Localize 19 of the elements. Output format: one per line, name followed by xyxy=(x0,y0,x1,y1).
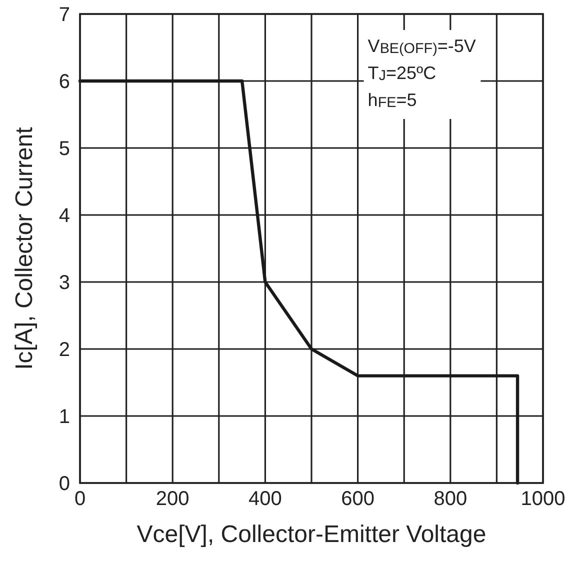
y-tick-label: 6 xyxy=(58,71,70,93)
x-tick-label: 800 xyxy=(434,488,468,510)
x-tick-label: 200 xyxy=(156,488,190,510)
x-axis-title: Vce[V], Collector-Emitter Voltage xyxy=(136,521,486,548)
y-tick-label: 3 xyxy=(58,272,70,294)
annotation: hFE=5 xyxy=(368,90,417,111)
y-tick-label: 0 xyxy=(58,473,70,495)
y-tick-label: 4 xyxy=(58,205,70,227)
x-tick-label: 400 xyxy=(248,488,282,510)
annotation: TJ=25ºC xyxy=(368,63,436,84)
annotation: VBE(OFF)=-5V xyxy=(368,36,476,57)
x-tick-label: 0 xyxy=(74,488,86,510)
y-tick-label: 5 xyxy=(58,138,70,160)
y-tick-label: 7 xyxy=(58,4,70,26)
y-tick-label: 1 xyxy=(58,406,70,428)
x-tick-label: 600 xyxy=(341,488,374,510)
y-axis-title: Ic[A], Collector Current xyxy=(11,126,38,370)
x-tick-label: 1000 xyxy=(520,488,566,510)
y-tick-label: 2 xyxy=(58,339,70,361)
